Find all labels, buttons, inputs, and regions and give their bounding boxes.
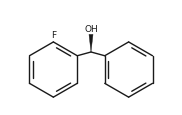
Text: F: F (51, 31, 56, 40)
Polygon shape (89, 35, 93, 53)
Text: OH: OH (84, 25, 98, 34)
